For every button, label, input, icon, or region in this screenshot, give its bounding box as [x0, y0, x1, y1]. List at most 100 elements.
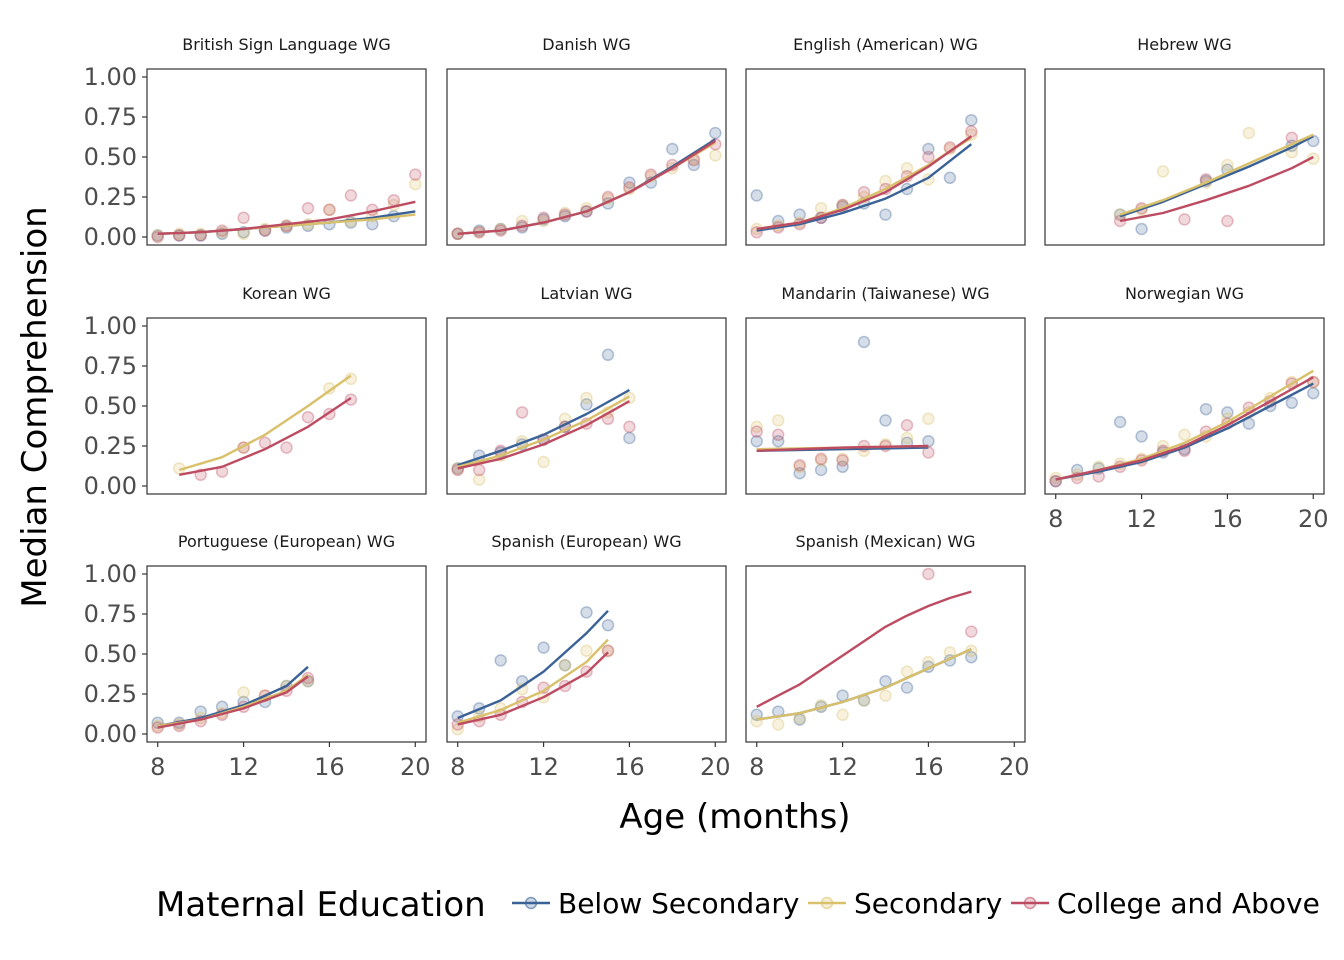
fit-line-college-and-above [756, 135, 972, 231]
data-point-below-secondary [623, 176, 636, 189]
data-point-below-secondary [900, 681, 914, 694]
panel-frame [745, 317, 1026, 495]
data-point-below-secondary [1221, 406, 1234, 419]
fit-line-secondary [1119, 133, 1314, 216]
data-point-below-secondary [1135, 222, 1148, 236]
data-point-secondary [814, 454, 828, 467]
data-point-secondary [793, 460, 806, 474]
data-point-below-secondary [1199, 402, 1213, 416]
data-point-below-secondary [836, 460, 849, 474]
data-point-secondary [750, 714, 763, 728]
fit-line-college-and-above [157, 675, 309, 729]
legend-item-below-secondary: Below Secondary [512, 887, 799, 920]
x-tick-label: 8 [450, 753, 465, 781]
data-point-college-and-above [323, 203, 336, 217]
data-point-secondary [558, 658, 572, 672]
panel-frame [1044, 68, 1325, 246]
data-point-college-and-above [750, 425, 763, 438]
panel-title: Spanish (European) WG [491, 532, 681, 551]
fit-line-below-secondary [1119, 135, 1314, 218]
data-point-secondary [537, 455, 550, 469]
fit-line-secondary [457, 395, 630, 468]
panel-title: Latvian WG [540, 284, 632, 303]
x-tick-label: 20 [1298, 505, 1329, 533]
legend-key-point [524, 896, 538, 910]
data-point-secondary [1156, 165, 1170, 178]
fit-line-college-and-above [178, 397, 352, 476]
data-point-below-secondary [771, 434, 785, 448]
data-point-college-and-above [1049, 474, 1062, 488]
data-point-college-and-above [623, 420, 636, 434]
y-tick-label: 1.00 [84, 63, 137, 91]
legend-title: Maternal Education [156, 885, 486, 925]
x-tick-label: 12 [528, 753, 559, 781]
x-tick-label: 20 [999, 753, 1030, 781]
data-point-college-and-above [237, 211, 250, 225]
fit-line-below-secondary [457, 388, 630, 467]
x-axis-title: Age (months) [619, 797, 850, 837]
x-tick-label: 16 [614, 753, 645, 781]
y-tick-label: 1.00 [84, 312, 137, 340]
data-point-below-secondary [687, 158, 701, 172]
data-point-college-and-above [409, 168, 422, 181]
data-point-below-secondary [1285, 396, 1299, 410]
data-point-college-and-above [965, 625, 978, 638]
data-point-secondary [1178, 428, 1191, 442]
panel-portuguese-european-wg: Portuguese (European) WG 0.00 0.25 0.50 0.75… [84, 532, 431, 781]
data-point-below-secondary [1307, 386, 1320, 400]
panel-title: Mandarin (Taiwanese) WG [781, 284, 989, 303]
y-tick-label: 0.75 [84, 103, 137, 131]
data-point-college-and-above [172, 229, 186, 242]
legend-key-point [1023, 896, 1037, 910]
y-axis-title: Median Comprehension [15, 206, 55, 607]
x-tick-label: 12 [827, 753, 858, 781]
data-point-college-and-above [793, 458, 806, 472]
fit-line-college-and-above [756, 590, 972, 708]
data-point-below-secondary [814, 463, 828, 477]
x-tick-label: 16 [1212, 505, 1243, 533]
x-tick-label: 8 [1048, 505, 1063, 533]
panel-hebrew-wg: Hebrew WG [1044, 35, 1325, 246]
x-tick-label: 20 [700, 753, 731, 781]
y-tick-label: 0.50 [84, 640, 137, 668]
legend-label: Secondary [854, 887, 1002, 920]
fit-line-secondary [756, 648, 972, 721]
data-point-below-secondary [1113, 415, 1127, 429]
x-tick-label: 12 [228, 753, 259, 781]
y-tick-label: 0.00 [84, 223, 137, 251]
data-point-college-and-above [1221, 214, 1234, 228]
y-tick-label: 0.25 [84, 432, 137, 460]
data-point-below-secondary [1135, 430, 1148, 443]
data-point-below-secondary [580, 606, 593, 619]
data-point-college-and-above [836, 454, 849, 467]
fit-line-college-and-above [157, 200, 416, 235]
legend-label: Below Secondary [558, 887, 799, 920]
y-tick-label: 0.50 [84, 143, 137, 171]
x-tick-label: 16 [913, 753, 944, 781]
data-point-below-secondary [623, 431, 636, 445]
x-tick-label: 8 [749, 753, 764, 781]
panel-title: English (American) WG [793, 35, 978, 54]
y-tick-label: 0.50 [84, 392, 137, 420]
data-point-below-secondary [494, 654, 507, 667]
panel-spanish-european-wg: Spanish (European) WG 8 12 16 20 [446, 532, 731, 781]
data-point-secondary [900, 431, 914, 445]
y-tick-label: 0.25 [84, 680, 137, 708]
y-tick-label: 0.00 [84, 472, 137, 500]
data-point-secondary [771, 414, 785, 427]
data-point-college-and-above [387, 193, 401, 207]
panel-title: Korean WG [242, 284, 331, 303]
data-point-below-secondary [537, 641, 550, 654]
data-point-below-secondary [965, 650, 978, 664]
data-point-secondary [409, 177, 422, 191]
panel-title: Spanish (Mexican) WG [795, 532, 975, 551]
fit-line-below-secondary [1055, 382, 1314, 481]
panel-korean-wg: Korean WG 0.00 0.25 0.50 0.75 1.00 [84, 284, 427, 500]
panel-frame [1044, 317, 1325, 495]
panel-frame [745, 68, 1026, 246]
y-tick-label: 0.75 [84, 352, 137, 380]
panel-latvian-wg: Latvian WG [446, 284, 727, 495]
data-point-secondary [879, 174, 892, 188]
panel-spanish-mexican-wg: Spanish (Mexican) WG 8 12 16 20 [745, 532, 1030, 781]
